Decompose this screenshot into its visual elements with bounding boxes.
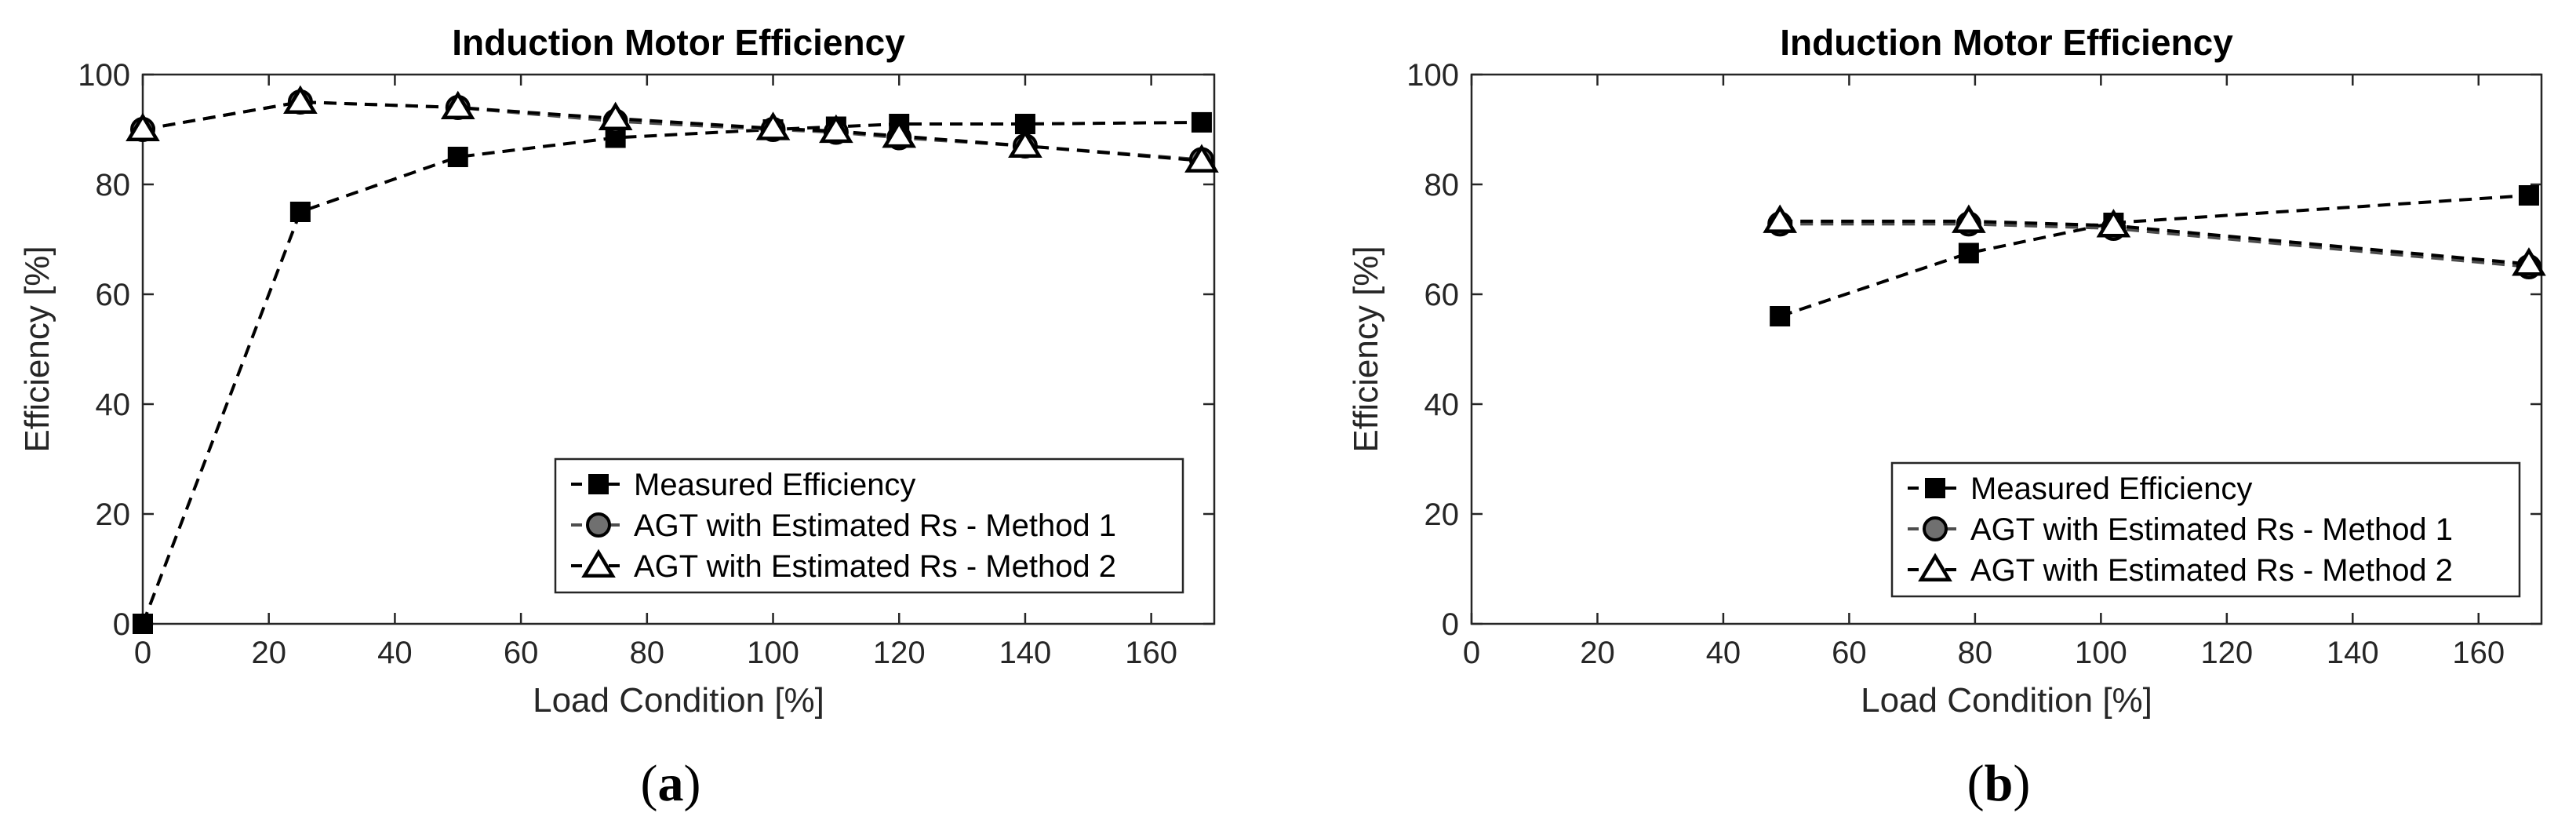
x-tick-label: 40 <box>1706 636 1741 670</box>
y-tick-label: 0 <box>1442 607 1459 642</box>
plot-frame-a <box>141 73 1216 625</box>
data-point-series-2 <box>126 112 160 141</box>
legend-marker <box>1923 516 1948 541</box>
legend-label: Measured Efficiency <box>634 468 915 502</box>
series-markers-b <box>1763 185 2546 326</box>
x-axis-label-b: Load Condition [%] <box>1861 681 2152 720</box>
x-ticks-b: 0 20 40 60 80 100 120 140 160 <box>1463 75 2505 670</box>
legend-label: AGT with Estimated Rs - Method 2 <box>634 549 1116 584</box>
x-tick-label: 60 <box>504 636 539 670</box>
legend-label: AGT with Estimated Rs - Method 2 <box>1970 553 2453 588</box>
x-ticks-a: 0 20 40 60 80 100 120 140 160 <box>134 75 1177 670</box>
x-axis-label-a: Load Condition [%] <box>533 681 824 720</box>
x-tick-label: 20 <box>1580 636 1615 670</box>
data-point-series-2 <box>882 119 917 148</box>
legend-b: Measured Efficiency AGT with Estimated Rs… <box>1890 461 2521 598</box>
series-markers-a <box>126 85 1219 634</box>
panel-letter: b <box>1985 755 2014 812</box>
series-lines-b <box>1779 194 2530 318</box>
y-ticks-b: 0 20 40 60 80 100 <box>1406 58 2541 642</box>
legend-a: Measured Efficiency AGT with Estimated Rs… <box>554 457 1184 594</box>
chart-panel-a: Induction Motor Efficiency 0 20 40 60 80 100 1… <box>18 22 1219 812</box>
chart-title-b: Induction Motor Efficiency <box>1780 22 2233 63</box>
x-tick-label: 120 <box>873 636 926 670</box>
x-tick-label: 140 <box>2327 636 2379 670</box>
data-point-series-2 <box>2096 209 2131 238</box>
chart-panel-b: Induction Motor Efficiency 0 20 40 60 80 100 1… <box>1347 22 2546 812</box>
x-tick-label: 120 <box>2200 636 2253 670</box>
x-tick-label: 100 <box>747 636 799 670</box>
chart-title-a: Induction Motor Efficiency <box>452 22 905 63</box>
x-tick-label: 0 <box>134 636 151 670</box>
x-tick-label: 160 <box>1125 636 1177 670</box>
legend-label: AGT with Estimated Rs - Method 1 <box>634 508 1116 543</box>
data-point-series-0 <box>2518 185 2539 206</box>
y-tick-label: 100 <box>1406 58 1459 93</box>
plot-border <box>141 73 1216 625</box>
panel-letter: a <box>658 755 684 812</box>
y-tick-label: 60 <box>1424 278 1460 312</box>
x-tick-label: 20 <box>251 636 286 670</box>
data-point-series-2 <box>283 85 318 114</box>
data-point-series-2 <box>1763 204 1797 233</box>
y-tick-label: 80 <box>96 168 131 202</box>
y-tick-label: 20 <box>96 498 131 532</box>
series-line-2 <box>1780 219 2530 266</box>
legend-label: Measured Efficiency <box>1970 472 2252 506</box>
y-axis-label-b: Efficiency [%] <box>1347 246 1385 452</box>
y-tick-label: 0 <box>113 607 130 642</box>
x-tick-label: 80 <box>630 636 665 670</box>
y-tick-label: 40 <box>96 388 131 422</box>
legend-box <box>554 457 1184 594</box>
data-point-series-2 <box>1952 204 1986 233</box>
x-tick-label: 60 <box>1832 636 1867 670</box>
legend-box <box>1890 461 2521 598</box>
y-tick-label: 60 <box>96 278 131 312</box>
data-point-series-0 <box>1958 242 1979 264</box>
x-tick-label: 160 <box>2452 636 2505 670</box>
y-tick-label: 100 <box>78 58 130 93</box>
x-tick-label: 40 <box>377 636 413 670</box>
legend-label: AGT with Estimated Rs - Method 1 <box>1970 512 2453 547</box>
x-tick-label: 80 <box>1958 636 1993 670</box>
y-tick-label: 20 <box>1424 498 1460 532</box>
panel-label-b: (b) <box>1967 755 2031 812</box>
legend-marker <box>581 549 616 578</box>
data-point-series-2 <box>440 90 475 119</box>
data-point-series-2 <box>755 111 791 140</box>
data-point-series-0 <box>447 147 468 167</box>
plot-frame-b <box>1470 73 2543 625</box>
y-tick-label: 40 <box>1424 388 1460 422</box>
data-point-series-0 <box>1191 111 1212 133</box>
data-point-series-2 <box>1008 129 1042 158</box>
series-line-1 <box>1780 222 2530 268</box>
x-tick-label: 140 <box>999 636 1052 670</box>
plot-border <box>1470 73 2543 625</box>
y-tick-label: 80 <box>1424 168 1460 202</box>
legend-marker <box>1918 552 1952 581</box>
data-point-series-2 <box>819 114 853 144</box>
legend-marker <box>588 474 609 494</box>
data-point-series-2 <box>1184 144 1219 173</box>
y-axis-label-a: Efficiency [%] <box>18 246 56 452</box>
y-ticks-a: 0 20 40 60 80 100 <box>78 58 1214 642</box>
panel-label-a: (a) <box>641 755 701 812</box>
data-point-series-0 <box>133 614 153 634</box>
data-point-series-0 <box>1770 306 1791 326</box>
data-point-series-2 <box>2512 247 2546 276</box>
legend-marker <box>586 512 611 538</box>
x-tick-label: 100 <box>2075 636 2127 670</box>
series-line-0 <box>1779 194 2530 318</box>
x-tick-label: 0 <box>1463 636 1480 670</box>
legend-marker <box>1925 478 1945 498</box>
data-point-series-0 <box>289 202 311 222</box>
data-point-series-2 <box>598 101 633 130</box>
